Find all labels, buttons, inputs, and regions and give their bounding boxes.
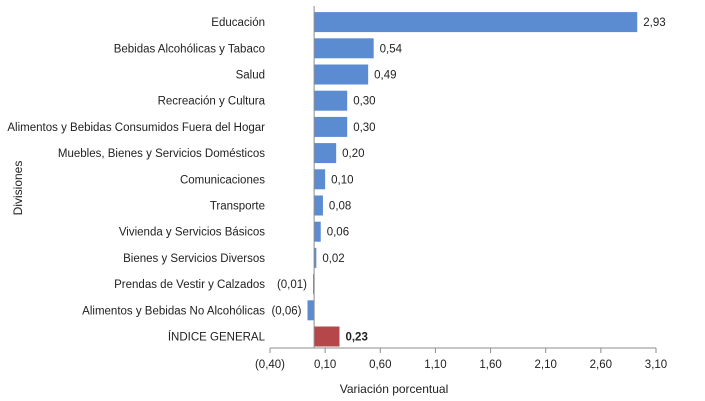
category-label: Salud [236, 70, 265, 82]
value-label: (0,01) [277, 279, 307, 291]
bar-1 [314, 38, 374, 59]
bar-indice-general [314, 326, 340, 347]
y-axis-title: Divisiones [11, 161, 25, 216]
value-label: 0,49 [374, 70, 396, 82]
x-tick-label: 2,10 [535, 359, 557, 371]
category-labels-group: Educación Bebidas Alcohólicas y Tabaco Sal… [7, 17, 265, 343]
bar-8 [314, 221, 321, 242]
bar-11 [307, 300, 315, 321]
category-label: Educación [211, 17, 265, 29]
value-labels-group: 2,93 0,54 0,49 0,30 0,30 0,20 0,10 0,08 0,06 0,02… [271, 17, 665, 343]
category-label: Muebles, Bienes y Servicios Domésticos [58, 148, 265, 160]
value-label: 0,06 [327, 227, 349, 239]
category-label: Alimentos y Bebidas Consumidos Fuera del… [7, 122, 265, 134]
value-label: 0,08 [329, 201, 351, 213]
category-label: Bienes y Servicios Diversos [123, 253, 265, 265]
axes-group: (0,40) 0,10 0,60 1,10 1,60 2,10 2,60 3,10 [255, 6, 667, 371]
category-label: Bebidas Alcohólicas y Tabaco [114, 43, 265, 55]
bar-10 [313, 274, 315, 295]
bar-7 [314, 195, 323, 216]
bar-6 [314, 169, 326, 190]
x-tick-label: 0,60 [369, 359, 391, 371]
bar-0 [314, 12, 638, 33]
x-tick-label: 2,60 [590, 359, 612, 371]
value-label: (0,06) [271, 305, 301, 317]
value-label: 0,30 [353, 96, 375, 108]
bar-3 [314, 90, 348, 111]
x-axis-title: Variación porcentual [340, 382, 449, 396]
value-label: 0,23 [345, 332, 367, 344]
category-label: Transporte [210, 201, 265, 213]
category-label: Prendas de Vestir y Calzados [114, 279, 265, 291]
x-tick-label: 0,10 [314, 359, 336, 371]
value-label: 0,10 [331, 174, 353, 186]
category-label: Vivienda y Servicios Básicos [119, 227, 265, 239]
category-label: ÍNDICE GENERAL [168, 331, 266, 344]
value-label: 0,02 [322, 253, 344, 265]
x-tick-label: 3,10 [645, 359, 667, 371]
bar-4 [314, 116, 348, 137]
category-label: Comunicaciones [180, 174, 265, 186]
value-label: 2,93 [643, 17, 665, 29]
x-tick-label: 1,10 [424, 359, 446, 371]
x-tick-label: (0,40) [255, 359, 285, 371]
category-label: Alimentos y Bebidas No Alcohólicas [82, 305, 265, 317]
bar-9 [314, 247, 317, 268]
bars-group [307, 12, 638, 347]
bar-2 [314, 64, 369, 85]
value-label: 0,20 [342, 148, 364, 160]
bar-5 [314, 143, 337, 164]
value-label: 0,30 [353, 122, 375, 134]
x-tick-label: 1,60 [479, 359, 501, 371]
category-label: Recreación y Cultura [158, 96, 266, 108]
value-label: 0,54 [380, 43, 403, 55]
